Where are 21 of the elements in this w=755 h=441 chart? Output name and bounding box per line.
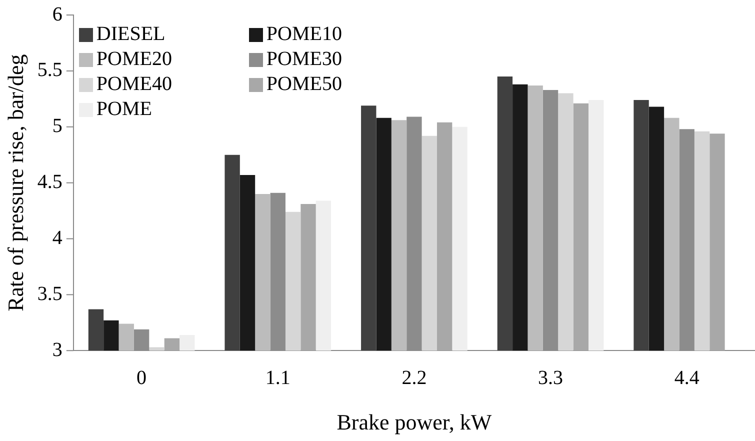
y-tick-label: 3.5	[37, 282, 62, 305]
x-tick-label: 3.3	[538, 366, 564, 389]
y-tick-label: 6	[52, 3, 62, 26]
legend-label: POME40	[96, 73, 172, 96]
y-tick-label: 4.5	[37, 171, 62, 194]
x-tick-label: 1.1	[265, 366, 290, 389]
y-tick-label: 5	[52, 115, 62, 138]
legend-label: POME	[96, 98, 152, 121]
y-tick-label: 5.5	[37, 59, 62, 82]
x-tick-label: 2.2	[402, 366, 427, 389]
y-axis-title: Rate of pressure rise, bar/deg	[2, 54, 28, 312]
legend-label: POME20	[96, 48, 172, 71]
legend-label: POME10	[266, 23, 342, 46]
legend-label: POME50	[266, 73, 342, 96]
x-tick-label: 0	[136, 366, 147, 389]
x-tick-label: 4.4	[674, 366, 700, 389]
x-axis-title: Brake power, kW	[336, 410, 492, 435]
y-tick-label: 4	[52, 226, 62, 249]
y-tick-label: 3	[52, 338, 62, 361]
legend-label: POME30	[266, 48, 342, 71]
legend-label: DIESEL	[96, 23, 166, 46]
